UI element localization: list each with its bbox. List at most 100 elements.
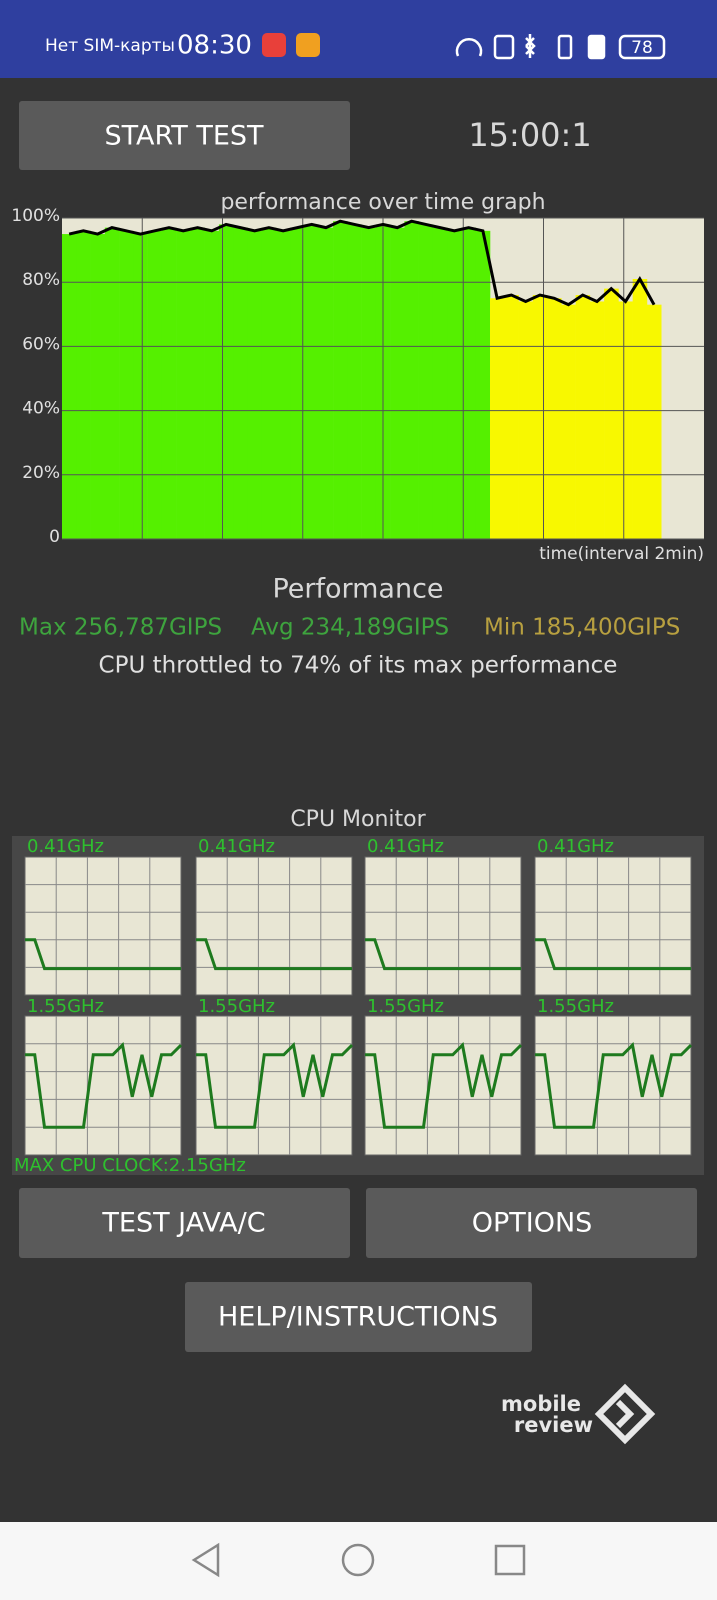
back-button[interactable] (191, 1542, 220, 1578)
avg-stat: Avg 234,189GIPS (251, 615, 449, 641)
bar (532, 295, 548, 539)
bar (632, 278, 648, 539)
bar (76, 230, 91, 539)
help-button-label[interactable]: HELP/INSTRUCTIONS (218, 1302, 498, 1333)
bar (276, 230, 291, 539)
bar (204, 230, 220, 539)
performance-line (68, 219, 656, 307)
core-label: 0.41GHz (367, 836, 444, 857)
y-tick-label: 80% (22, 270, 60, 290)
bar (133, 234, 148, 540)
bar (218, 224, 234, 540)
bar (119, 230, 134, 539)
bar (176, 230, 191, 539)
y-tick-label: 20% (22, 463, 60, 483)
start-button-label[interactable]: START TEST (104, 121, 264, 152)
java-button-label[interactable]: TEST JAVA/C (101, 1208, 265, 1239)
chart-title: performance over time graph (220, 190, 545, 215)
core-label: 1.55GHz (367, 996, 444, 1017)
core-label: 0.41GHz (198, 836, 275, 857)
options-button-label[interactable]: OPTIONS (472, 1208, 593, 1239)
bar (90, 234, 106, 540)
bar (646, 304, 662, 539)
cpu-monitor-title: CPU Monitor (290, 807, 426, 832)
bar (589, 301, 605, 539)
core-label: 1.55GHz (537, 996, 614, 1017)
core-line (365, 1042, 523, 1129)
start-button[interactable] (19, 101, 350, 170)
bar (561, 304, 576, 539)
performance-chart: performance over time graph 0 20% 40% 60% 80%… (11, 190, 704, 564)
core-plot (24, 1015, 182, 1156)
core-plot (24, 856, 182, 996)
min-stat: Min 185,400GIPS (484, 615, 680, 641)
core-label: 0.41GHz (537, 836, 614, 857)
core-line (196, 1042, 354, 1129)
nav-bar (0, 1522, 717, 1600)
help-button[interactable] (185, 1282, 532, 1352)
bar (575, 295, 591, 539)
bar (190, 227, 205, 539)
bar (62, 234, 77, 540)
y-tick-label: 60% (22, 334, 60, 354)
bar (147, 230, 163, 539)
bar (490, 298, 505, 539)
core-label: 1.55GHz (198, 996, 275, 1017)
bar (432, 227, 448, 539)
bar (547, 298, 562, 539)
options-button[interactable] (366, 1188, 697, 1258)
core-line (365, 938, 521, 971)
core-plot (195, 856, 353, 996)
battery-level: 78 (631, 38, 653, 58)
recents-button[interactable] (494, 1544, 526, 1576)
bar (447, 230, 462, 539)
core-line (25, 938, 181, 971)
core-label: 0.41GHz (27, 836, 104, 857)
logo-text: mobile (501, 1392, 581, 1416)
bar (618, 301, 633, 539)
core-label: 1.55GHz (27, 996, 104, 1017)
y-tick-label: 0 (49, 527, 60, 547)
bar (461, 227, 477, 539)
java-button[interactable] (19, 1188, 350, 1258)
bar (233, 227, 248, 539)
timer: 15:00:1 (468, 116, 591, 154)
max-clock: MAX CPU CLOCK:2.15GHz (14, 1155, 246, 1176)
y-tick-label: 40% (22, 399, 60, 419)
core-line (25, 1042, 183, 1129)
bar (304, 224, 320, 540)
core-line (196, 938, 352, 971)
core-plot (195, 1015, 353, 1156)
app-icon (296, 33, 320, 57)
core-plot (534, 1015, 692, 1156)
bar (318, 227, 334, 539)
performance-title: Performance (272, 574, 443, 605)
app-icon (262, 33, 286, 57)
y-tick-label: 100% (11, 206, 60, 226)
bar (418, 224, 434, 540)
bar (247, 230, 263, 539)
core-line (535, 1042, 693, 1129)
carrier: Нет SIM-карты (45, 36, 175, 56)
logo-text: review (514, 1413, 593, 1437)
core-plot (364, 856, 522, 996)
home-button[interactable] (341, 1543, 375, 1577)
bar (404, 221, 419, 539)
bar (104, 227, 120, 539)
max-stat: Max 256,787GIPS (19, 615, 222, 641)
status-icons (455, 34, 666, 60)
bar (161, 227, 177, 539)
bar (261, 227, 277, 539)
bar (333, 221, 348, 539)
bar (361, 227, 377, 539)
core-line (535, 938, 691, 971)
core-plot (364, 1015, 522, 1156)
throttle-text: CPU throttled to 74% of its max performa… (99, 653, 618, 679)
bar (475, 230, 491, 539)
logo-mark (594, 1383, 656, 1445)
bar (604, 288, 619, 539)
x-axis-label: time(interval 2min) (539, 544, 704, 564)
cpu-monitor: 0.41GHz 0.41GHz 0.41GHz 0.41GHz 1.55GHz 1.55G… (24, 836, 693, 1156)
